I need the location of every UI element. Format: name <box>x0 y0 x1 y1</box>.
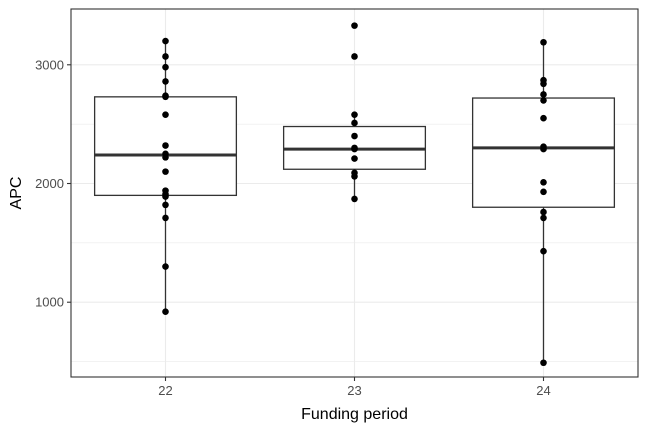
data-point <box>540 97 547 104</box>
data-point <box>351 173 358 180</box>
data-point <box>162 142 169 149</box>
y-axis-title: APC <box>8 177 25 210</box>
x-tick-label: 23 <box>347 383 361 398</box>
data-point <box>162 93 169 101</box>
data-point <box>162 53 169 60</box>
data-point <box>540 188 547 196</box>
data-point <box>540 91 547 98</box>
data-point <box>162 78 169 85</box>
data-point <box>162 168 169 175</box>
data-point <box>162 37 169 45</box>
data-point <box>540 208 547 216</box>
data-point <box>162 193 169 200</box>
data-point <box>162 154 169 161</box>
data-point <box>351 22 358 29</box>
x-tick-label: 24 <box>536 383 550 398</box>
data-point <box>540 80 547 88</box>
data-point <box>540 179 547 186</box>
data-point <box>162 111 169 118</box>
axis-layer: 1000 2000 3000 22 23 24 <box>35 57 551 398</box>
data-point <box>162 201 169 209</box>
y-tick-label: 1000 <box>35 295 64 310</box>
data-point <box>351 111 358 118</box>
data-point <box>540 214 547 222</box>
data-point <box>351 132 358 140</box>
data-point <box>351 155 358 162</box>
data-point <box>351 119 358 127</box>
data-point <box>162 308 169 316</box>
data-point <box>540 359 547 367</box>
data-point <box>540 247 547 255</box>
y-tick-label: 3000 <box>35 57 64 72</box>
data-point <box>540 145 547 153</box>
data-point <box>162 214 169 222</box>
data-point <box>162 63 169 71</box>
point-layer <box>162 22 547 367</box>
x-tick-label: 22 <box>158 383 172 398</box>
data-point <box>351 53 358 60</box>
data-point <box>162 263 169 270</box>
data-point <box>540 38 547 46</box>
data-point <box>540 114 547 122</box>
x-axis-title: Funding period <box>301 406 408 423</box>
data-point <box>351 195 358 203</box>
data-point <box>351 145 358 153</box>
y-tick-label: 2000 <box>35 176 64 191</box>
